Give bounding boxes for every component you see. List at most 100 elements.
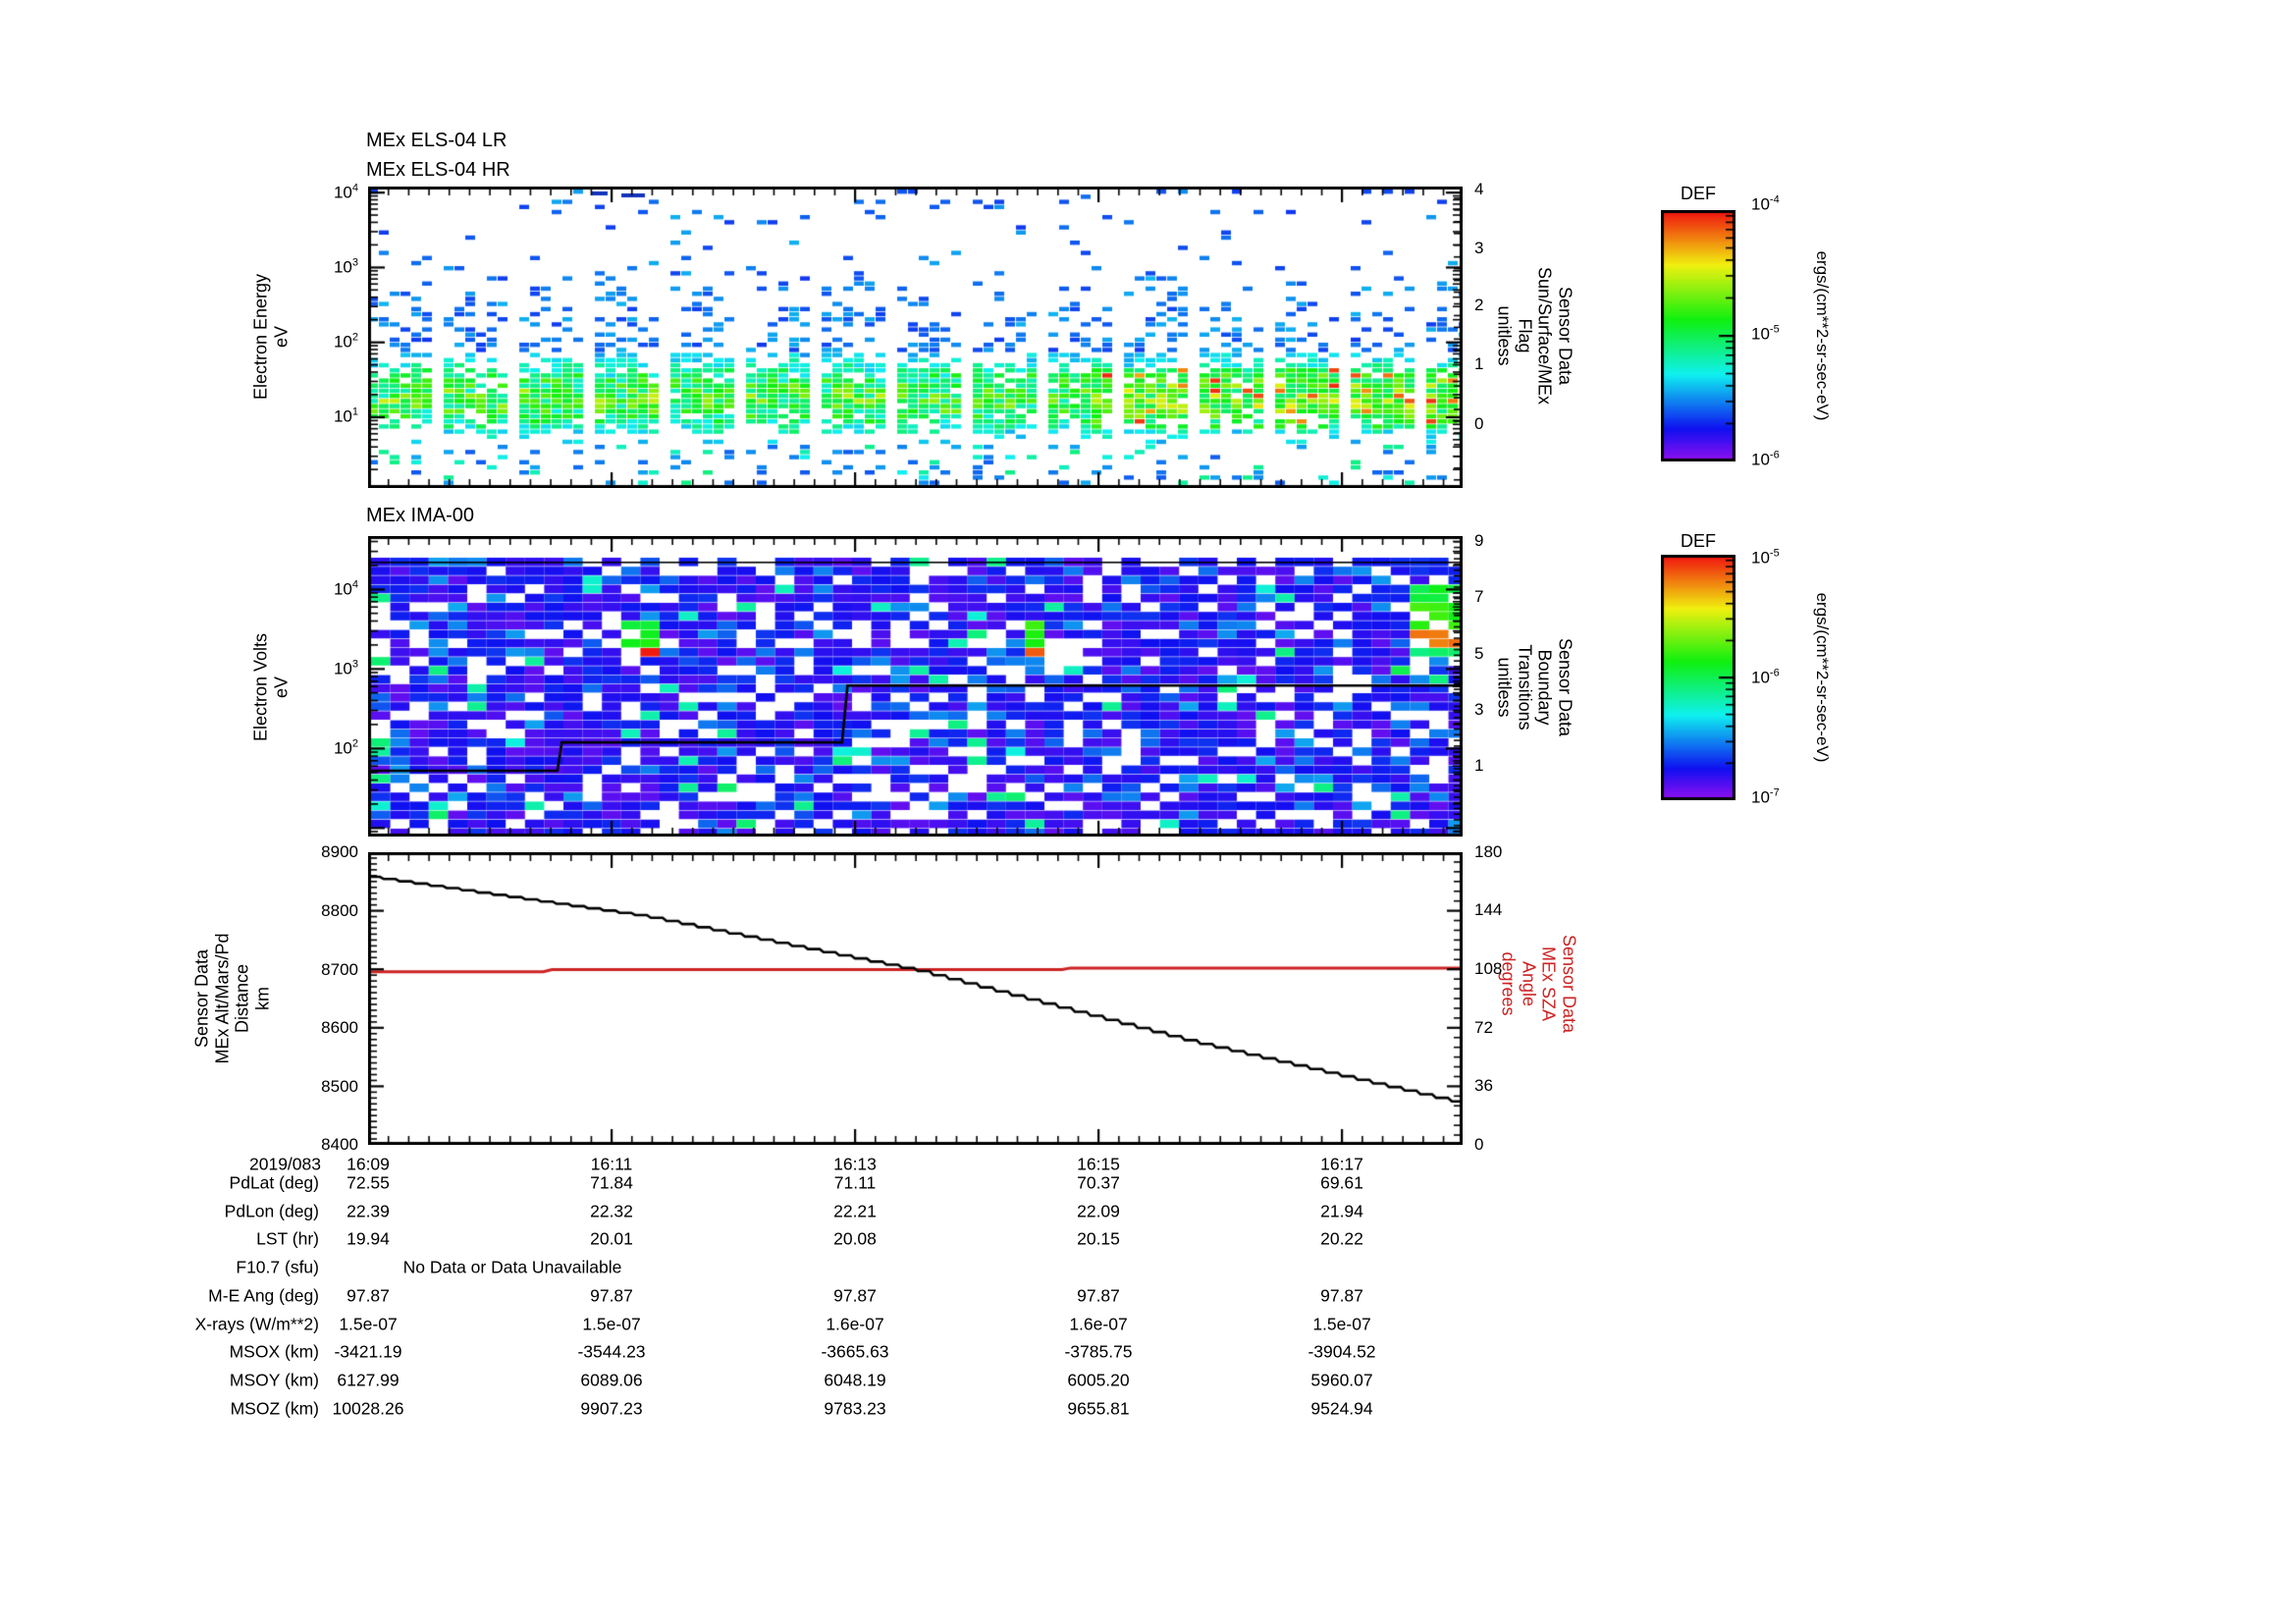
- colorbar1-canvas: [1661, 210, 1735, 461]
- colorbar2-tick-label-1: 10-6: [1751, 667, 1780, 687]
- colorbar2-unit: ergs/(cm**2-sr-sec-eV): [1813, 592, 1832, 763]
- table-cell-5-4: 1.5e-07: [1312, 1314, 1371, 1333]
- alt-ylabel: Sensor Data MEx Alt/Mars/Pd Distance km: [191, 933, 273, 1064]
- table-row-label-4: M-E Ang (deg): [208, 1285, 319, 1306]
- flag-ytick-1: 3: [1474, 239, 1484, 257]
- table-cell-8-2: 9783.23: [824, 1398, 886, 1419]
- table-cell-2-2: 20.08: [833, 1228, 877, 1249]
- table-cell-8-0: 10028.26: [332, 1398, 404, 1419]
- time-tick-label-3: 16:15: [1077, 1154, 1120, 1174]
- table-cell-2-4: 20.22: [1320, 1228, 1363, 1249]
- table-row-label-3: F10.7 (sfu): [236, 1257, 319, 1277]
- table-row-label-5: X-rays (W/m**2): [194, 1314, 319, 1333]
- table-cell-1-0: 22.39: [347, 1201, 390, 1221]
- table-cell-4-3: 97.87: [1077, 1285, 1120, 1306]
- time-tick-label-4: 16:17: [1320, 1154, 1363, 1174]
- table-row-label-7: MSOY (km): [229, 1370, 319, 1390]
- table-cell-7-0: 6127.99: [337, 1370, 400, 1390]
- alt-ytick-0: 8900: [321, 842, 358, 861]
- els-title-hr: MEx ELS-04 HR: [366, 159, 510, 181]
- colorbar1-tick-label-2: 10-6: [1751, 449, 1780, 469]
- alt-ytick-1: 8800: [321, 901, 358, 920]
- table-cell-2-1: 20.01: [590, 1228, 633, 1249]
- ima-ytick-0: 104: [333, 578, 358, 599]
- colorbar2-tick-label-0: 10-5: [1751, 547, 1780, 568]
- sza-ytick-4: 36: [1474, 1076, 1493, 1095]
- sza-ytick-3: 72: [1474, 1018, 1493, 1037]
- table-row-label-0: PdLat (deg): [229, 1172, 319, 1193]
- table-cell-0-1: 71.84: [590, 1172, 633, 1193]
- boundary-ytick-0: 9: [1474, 531, 1484, 550]
- table-cell-4-1: 97.87: [590, 1285, 633, 1306]
- table-cell-4-0: 97.87: [347, 1285, 390, 1306]
- date-label: 2019/083: [249, 1154, 321, 1174]
- flag-ytick-4: 0: [1474, 414, 1484, 433]
- table-cell-5-1: 1.5e-07: [582, 1314, 641, 1333]
- table-cell-6-0: -3421.19: [334, 1341, 402, 1362]
- sza-ytick-5: 0: [1474, 1135, 1484, 1154]
- els-ytick-2: 102: [333, 331, 358, 352]
- table-cell-6-4: -3904.52: [1308, 1341, 1376, 1362]
- flag-ytick-2: 2: [1474, 296, 1484, 314]
- table-cell-5-3: 1.6e-07: [1069, 1314, 1128, 1333]
- colorbar1-unit: ergs/(cm**2-sr-sec-eV): [1813, 250, 1832, 421]
- table-cell-1-3: 22.09: [1077, 1201, 1120, 1221]
- table-cell-6-2: -3665.63: [821, 1341, 889, 1362]
- table-row-label-8: MSOZ (km): [230, 1398, 319, 1419]
- ima-title: MEx IMA-00: [366, 505, 475, 526]
- table-cell-8-4: 9524.94: [1310, 1398, 1373, 1419]
- alt-ytick-2: 8700: [321, 960, 358, 979]
- els-right-label: Sensor Data Sun/Surface/MEx Flag unitles…: [1494, 266, 1575, 406]
- colorbar2-title: DEF: [1681, 531, 1716, 551]
- table-cell-2-0: 19.94: [347, 1228, 390, 1249]
- table-cell-0-0: 72.55: [347, 1172, 390, 1193]
- ima-right-label: Sensor Data Boundary Transitions unitles…: [1494, 637, 1575, 737]
- table-cell-0-3: 70.37: [1077, 1172, 1120, 1193]
- table-cell-5-2: 1.6e-07: [826, 1314, 884, 1333]
- table-cell-6-3: -3785.75: [1064, 1341, 1133, 1362]
- boundary-ytick-1: 7: [1474, 587, 1484, 606]
- flag-ytick-3: 1: [1474, 354, 1484, 373]
- table-cell-1-2: 22.21: [833, 1201, 877, 1221]
- table-cell-7-4: 5960.07: [1310, 1370, 1373, 1390]
- els-ylabel: Electron Energy eV: [250, 273, 291, 401]
- els-ytick-3: 101: [333, 406, 358, 426]
- colorbar2-canvas: [1661, 555, 1735, 800]
- alt-ytick-5: 8400: [321, 1135, 358, 1154]
- time-tick-label-0: 16:09: [347, 1154, 390, 1174]
- boundary-ytick-4: 1: [1474, 756, 1484, 775]
- table-cell-1-4: 21.94: [1320, 1201, 1363, 1221]
- els-spectrogram-canvas: [368, 187, 1463, 488]
- time-tick-label-2: 16:13: [833, 1154, 877, 1174]
- sza-ytick-0: 180: [1474, 842, 1503, 861]
- table-cell-4-2: 97.87: [833, 1285, 877, 1306]
- table-row-label-2: LST (hr): [256, 1228, 319, 1249]
- flag-ytick-0: 4: [1474, 180, 1484, 198]
- els-ytick-0: 104: [333, 182, 358, 202]
- sza-ytick-1: 144: [1474, 900, 1503, 919]
- table-cell-0-4: 69.61: [1320, 1172, 1363, 1193]
- table-cell-7-3: 6005.20: [1067, 1370, 1130, 1390]
- ima-ytick-1: 103: [333, 658, 358, 678]
- els-title-lr: MEx ELS-04 LR: [366, 130, 507, 151]
- table-cell-6-1: -3544.23: [577, 1341, 646, 1362]
- table-cell-0-2: 71.11: [833, 1172, 877, 1193]
- table-row-label-6: MSOX (km): [229, 1341, 319, 1362]
- els-ytick-1: 103: [333, 256, 358, 277]
- table-cell-1-1: 22.32: [590, 1201, 633, 1221]
- ima-ylabel: Electron Volts eV: [250, 632, 291, 742]
- time-tick-label-1: 16:11: [590, 1154, 633, 1174]
- boundary-ytick-2: 5: [1474, 644, 1484, 663]
- boundary-ytick-3: 3: [1474, 700, 1484, 719]
- colorbar1-tick-label-1: 10-5: [1751, 323, 1780, 344]
- ima-spectrogram-canvas: [368, 536, 1463, 837]
- table-row-label-1: PdLon (deg): [224, 1201, 319, 1221]
- colorbar2-tick-label-2: 10-7: [1751, 786, 1780, 807]
- alt-sza-line-canvas: [368, 852, 1463, 1145]
- ima-ytick-2: 102: [333, 737, 358, 758]
- sza-right-label: Sensor Data MEx SZA Angle degrees: [1498, 934, 1579, 1034]
- table-cell-8-3: 9655.81: [1067, 1398, 1130, 1419]
- table-cell-8-1: 9907.23: [580, 1398, 643, 1419]
- colorbar1-tick-label-0: 10-4: [1751, 193, 1780, 214]
